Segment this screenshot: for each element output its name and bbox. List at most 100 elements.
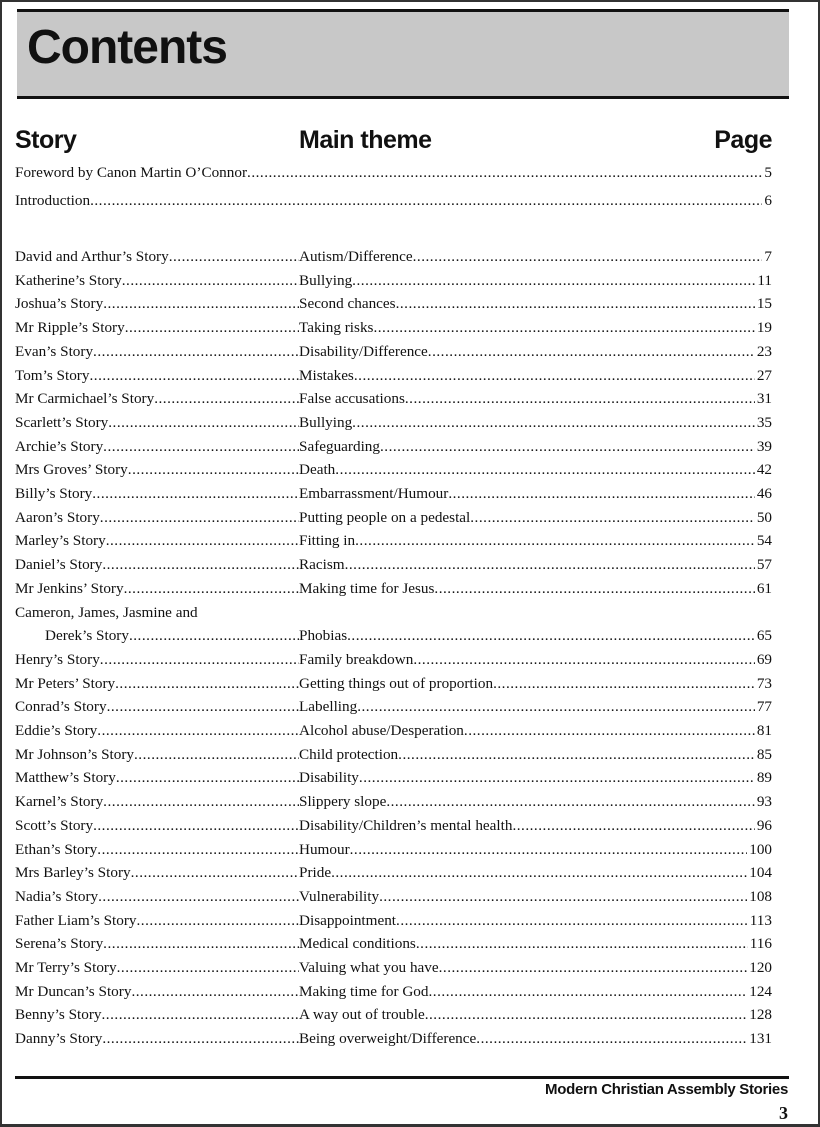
toc-entry[interactable]: Eddie’s Story Alcohol abuse/Desperation 81 [15, 720, 772, 742]
toc-entry[interactable]: Billy’s Story Embarrassment/Humour 46 [15, 483, 772, 505]
dot-leader [125, 317, 299, 339]
toc-entry[interactable]: Serena’s Story Medical conditions 116 [15, 933, 772, 955]
toc-entry[interactable]: Mr Terry’s Story Valuing what you have 120 [15, 957, 772, 979]
main-theme-text: Alcohol abuse/Desperation [299, 722, 464, 739]
toc-entry-line1[interactable]: Cameron, James, Jasmine and [15, 602, 772, 624]
story-title-text: Scott’s Story [15, 816, 94, 834]
dot-leader [429, 981, 748, 1003]
main-theme-text: Disability/Difference [299, 342, 428, 360]
toc-entry[interactable]: Mr Peters’ Story Getting things out of pr… [15, 673, 772, 695]
story-title-text: Mr Johnson’s Story [15, 745, 134, 763]
toc-entry[interactable]: Marley’s Story Fitting in 54 [15, 530, 772, 552]
story-title: Evan’s Story [15, 341, 299, 363]
toc-entry[interactable]: Katherine’s Story Bullying 11 [15, 270, 772, 292]
main-theme-text: Labelling [299, 698, 358, 716]
toc-entry[interactable]: Evan’s Story Disability/Difference 23 [15, 341, 772, 363]
toc-entry[interactable]: Matthew’s Story Disability 89 [15, 767, 772, 789]
toc-entry[interactable]: Karnel’s Story Slippery slope 93 [15, 791, 772, 813]
toc-entry[interactable]: Nadia’s Story Vulnerability 108 [15, 886, 772, 908]
story-title: David and Arthur’s Story [15, 246, 299, 268]
toc-entry[interactable]: Father Liam’s Story Disappointment 113 [15, 910, 772, 932]
story-title: Mr Duncan’s Story [15, 981, 299, 1003]
main-theme-text: Death [299, 461, 336, 479]
dot-leader [131, 981, 299, 1003]
toc-entry[interactable]: Aaron’s Story Putting people on a pedesta… [15, 507, 772, 529]
story-title: Mr Terry’s Story [15, 957, 299, 979]
toc-entry[interactable]: Mr Johnson’s Story Child protection 85 [15, 744, 772, 766]
toc-front-matter-row[interactable]: Introduction 6 [15, 190, 772, 212]
story-title-text: Eddie’s Story [15, 722, 98, 739]
main-theme: Pride [299, 862, 747, 884]
story-title: Ethan’s Story [15, 839, 299, 861]
toc-entry[interactable]: Mr Duncan’s Story Making time for God 124 [15, 981, 772, 1003]
toc-entry[interactable]: Derek’s Story Phobias 65 [15, 625, 772, 647]
toc-entry[interactable]: Archie’s Story Safeguarding 39 [15, 436, 772, 458]
story-title: Karnel’s Story [15, 791, 299, 813]
story-title-text: Mr Duncan’s Story [15, 982, 132, 1000]
main-theme-text: Family breakdown [299, 650, 414, 668]
page-ref: 85 [756, 745, 772, 763]
dot-leader [398, 744, 755, 766]
page-ref: 31 [756, 390, 772, 408]
page-ref: 15 [756, 295, 772, 313]
main-theme-text: Valuing what you have [299, 959, 439, 976]
main-theme: Valuing what you have [299, 957, 747, 979]
page-ref: 61 [756, 579, 772, 597]
main-theme: Second chances [299, 293, 755, 315]
dot-leader [335, 459, 755, 481]
story-title-text: Scarlett’s Story [15, 413, 109, 431]
page-ref: 7 [764, 248, 772, 265]
toc-entry[interactable]: David and Arthur’s Story Autism/Differenc… [15, 246, 772, 268]
main-theme: Family breakdown [299, 649, 755, 671]
page-ref: 81 [756, 722, 772, 739]
dot-leader [129, 625, 299, 647]
toc-entry[interactable]: Scarlett’s Story Bullying 35 [15, 412, 772, 434]
toc-entry[interactable]: Benny’s Story A way out of trouble 128 [15, 1004, 772, 1026]
page-ref: 6 [764, 192, 772, 209]
toc-entry[interactable]: Danny’s Story Being overweight/Difference… [15, 1028, 772, 1050]
story-title: Scott’s Story [15, 815, 299, 837]
toc-entry[interactable]: Daniel’s Story Racism 57 [15, 554, 772, 576]
toc-entry[interactable]: Scott’s Story Disability/Children’s menta… [15, 815, 772, 837]
toc-entry[interactable]: Mrs Groves’ Story Death 42 [15, 459, 772, 481]
main-theme: Making time for Jesus [299, 578, 755, 600]
dot-leader [470, 507, 755, 529]
story-title: Tom’s Story [15, 365, 299, 387]
story-title: Conrad’s Story [15, 696, 299, 718]
toc-entry[interactable]: Mr Carmichael’s Story False accusations 31 [15, 388, 772, 410]
story-title: Mr Jenkins’ Story [15, 578, 299, 600]
story-title-text: Ethan’s Story [15, 840, 98, 858]
toc-entry[interactable]: Henry’s Story Family breakdown 69 [15, 649, 772, 671]
toc-entry[interactable]: Tom’s Story Mistakes 27 [15, 365, 772, 387]
page-ref: 128 [749, 1006, 772, 1024]
main-theme: Phobias [299, 625, 755, 647]
main-theme-text: Bullying [299, 413, 353, 431]
toc-entry[interactable]: Mr Jenkins’ Story Making time for Jesus 61 [15, 578, 772, 600]
dot-leader [493, 673, 755, 695]
toc-entry[interactable]: Mrs Barley’s Story Pride 104 [15, 862, 772, 884]
dot-leader [331, 862, 747, 884]
toc-entry[interactable]: Conrad’s Story Labelling 77 [15, 696, 772, 718]
toc-entry[interactable]: Joshua’s Story Second chances 15 [15, 293, 772, 315]
dot-leader [102, 554, 299, 576]
dot-leader [380, 436, 755, 458]
dot-leader [386, 791, 754, 813]
dot-leader [102, 1004, 300, 1026]
page-ref: 113 [749, 911, 772, 929]
toc-entry[interactable]: Ethan’s Story Humour 100 [15, 839, 772, 861]
story-title: Billy’s Story [15, 483, 299, 505]
page-title: Contents [27, 21, 228, 74]
main-theme: Death [299, 459, 755, 481]
dot-leader [134, 744, 299, 766]
main-theme: Humour [299, 839, 747, 861]
toc-entry[interactable]: Mr Ripple’s Story Taking risks 19 [15, 317, 772, 339]
main-theme: False accusations [299, 388, 755, 410]
story-title-line1: Cameron, James, Jasmine and [15, 603, 198, 621]
page-ref: 35 [756, 413, 772, 431]
page-ref: 42 [756, 461, 772, 479]
story-title-text: Matthew’s Story [15, 769, 116, 787]
toc-front-matter-row[interactable]: Foreword by Canon Martin O’Connor 5 [15, 162, 772, 184]
main-theme-text: Second chances [299, 295, 396, 313]
story-title-text: Katherine’s Story [15, 271, 122, 289]
dot-leader [355, 530, 755, 552]
